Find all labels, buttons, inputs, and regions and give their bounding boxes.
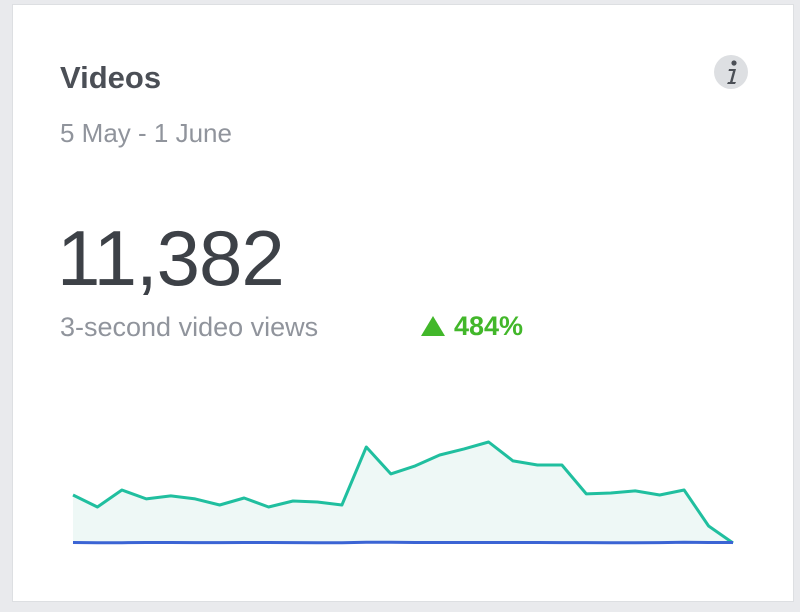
metric-change: 484% xyxy=(454,311,524,341)
line xyxy=(72,440,734,545)
card-title: Videos xyxy=(60,60,162,95)
metric-label: 3-second video views xyxy=(60,312,319,342)
area xyxy=(73,442,733,543)
date-range: 5 May - 1 June xyxy=(60,118,232,148)
info-icon[interactable] xyxy=(714,55,748,89)
line xyxy=(72,540,733,545)
metric-value: 11,382 xyxy=(57,214,285,302)
up-arrow xyxy=(421,316,445,336)
